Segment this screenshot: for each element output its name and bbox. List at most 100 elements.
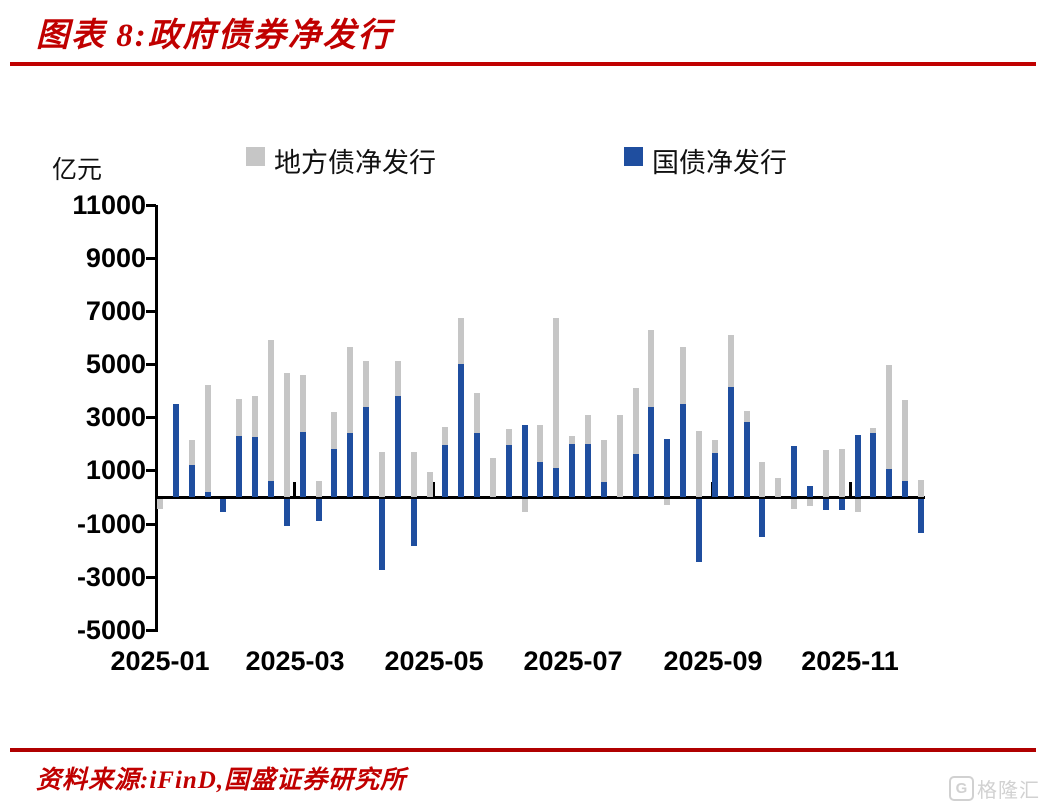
y-axis-tick-label: 11000 <box>72 189 146 220</box>
bar-local-bond <box>791 498 798 510</box>
bar-treasury-bond <box>537 461 544 497</box>
bar-local-bond <box>838 449 845 497</box>
bar-treasury-bond <box>664 438 671 497</box>
y-axis-unit-label: 亿元 <box>52 157 103 184</box>
y-axis-tick-label: -5000 <box>76 614 146 645</box>
bar-local-bond <box>854 498 861 512</box>
legend-label-local: 地方债净发行 <box>274 148 436 178</box>
bar-treasury-bond <box>220 498 227 512</box>
bar-treasury-bond <box>902 481 909 497</box>
watermark-logo-icon: G <box>949 776 974 801</box>
bar-local-bond <box>267 340 274 497</box>
bar-treasury-bond <box>363 406 370 497</box>
y-axis-tick-label: 7000 <box>85 295 146 326</box>
bar-local-bond <box>553 317 560 497</box>
bar-treasury-bond <box>474 433 481 497</box>
bar-treasury-bond <box>759 498 766 538</box>
bar-treasury-bond <box>917 498 924 534</box>
bar-treasury-bond <box>854 435 861 497</box>
bar-treasury-bond <box>791 446 798 497</box>
y-axis-tick <box>146 628 156 632</box>
source-note: 资料来源:iFinD,国盛证券研究所 <box>36 767 407 794</box>
x-axis-tick-label: 2025-05 <box>384 646 484 676</box>
x-axis-month-tick <box>293 482 296 496</box>
bar-local-bond <box>696 430 702 497</box>
legend-swatch-treasury <box>624 147 643 166</box>
bar-treasury-bond <box>600 482 607 497</box>
y-axis-tick-label: -1000 <box>76 508 146 539</box>
bar-treasury-bond <box>378 498 385 571</box>
y-axis-tick-label: 1000 <box>85 455 146 486</box>
bar-local-bond <box>157 498 163 510</box>
bar-local-bond <box>616 414 623 497</box>
x-axis-month-tick <box>849 482 852 496</box>
bar-local-bond <box>775 478 782 497</box>
watermark-text: 格隆汇 <box>977 780 1040 802</box>
bar-treasury-bond <box>347 433 354 497</box>
bar-treasury-bond <box>648 406 655 497</box>
y-axis-tick-label: 5000 <box>85 349 146 380</box>
bar-treasury-bond <box>410 498 417 547</box>
y-axis-tick-label: -3000 <box>76 561 146 592</box>
bar-treasury-bond <box>553 468 560 497</box>
bar-local-bond <box>426 471 433 497</box>
x-axis-month-tick <box>432 482 435 496</box>
watermark: G 格隆汇 <box>949 774 1040 803</box>
bar-local-bond <box>347 346 354 497</box>
bar-treasury-bond <box>838 498 845 511</box>
y-axis-line <box>155 204 158 632</box>
bar-local-bond <box>315 481 322 497</box>
title-divider <box>10 62 1036 66</box>
y-axis-tick <box>146 416 156 420</box>
bar-local-bond <box>600 439 607 497</box>
bar-local-bond <box>521 498 528 512</box>
y-axis-tick <box>146 469 156 473</box>
bar-treasury-bond <box>331 449 338 497</box>
y-axis-tick-label: 9000 <box>85 242 146 273</box>
bar-local-bond <box>632 388 639 497</box>
page-title: 图表 8:政府债券净发行 <box>36 18 393 54</box>
footer-divider <box>10 748 1036 752</box>
x-axis-tick-label: 2025-07 <box>523 646 623 676</box>
bar-treasury-bond <box>886 469 893 497</box>
bar-treasury-bond <box>680 403 687 497</box>
bar-local-bond <box>489 458 496 497</box>
y-axis-tick <box>146 522 156 526</box>
y-axis-tick <box>146 256 156 260</box>
bar-treasury-bond <box>188 465 195 497</box>
x-axis-tick-label: 2025-11 <box>801 646 899 676</box>
bar-treasury-bond <box>505 445 512 497</box>
x-axis-tick-label: 2025-01 <box>110 646 210 676</box>
legend-swatch-local <box>246 147 265 166</box>
bar-treasury-bond <box>394 395 401 497</box>
bar-treasury-bond <box>267 481 274 497</box>
bar-treasury-bond <box>743 421 750 497</box>
bar-local-bond <box>664 498 671 506</box>
bar-treasury-bond <box>236 435 243 497</box>
y-axis-tick <box>146 363 156 367</box>
bar-treasury-bond <box>696 498 702 563</box>
bar-treasury-bond <box>521 425 528 497</box>
bar-local-bond <box>410 451 417 497</box>
bar-local-bond <box>886 365 893 497</box>
bar-treasury-bond <box>283 498 290 527</box>
x-axis-tick-label: 2025-09 <box>663 646 763 676</box>
x-axis-zero-line <box>155 495 925 499</box>
bar-treasury-bond <box>870 432 877 497</box>
bar-local-bond <box>917 479 924 497</box>
legend-label-treasury: 国债净发行 <box>652 148 787 178</box>
bar-local-bond <box>806 498 813 507</box>
y-axis-tick <box>146 309 156 313</box>
bar-treasury-bond <box>252 437 259 497</box>
y-axis-tick-label: 3000 <box>85 402 146 433</box>
bar-treasury-bond <box>204 491 211 497</box>
bar-local-bond <box>759 462 766 497</box>
bar-local-bond <box>537 425 544 497</box>
y-axis-tick <box>146 575 156 579</box>
bar-treasury-bond <box>822 498 829 511</box>
bar-treasury-bond <box>632 454 639 497</box>
bar-treasury-bond <box>585 443 592 497</box>
bar-treasury-bond <box>172 403 179 497</box>
